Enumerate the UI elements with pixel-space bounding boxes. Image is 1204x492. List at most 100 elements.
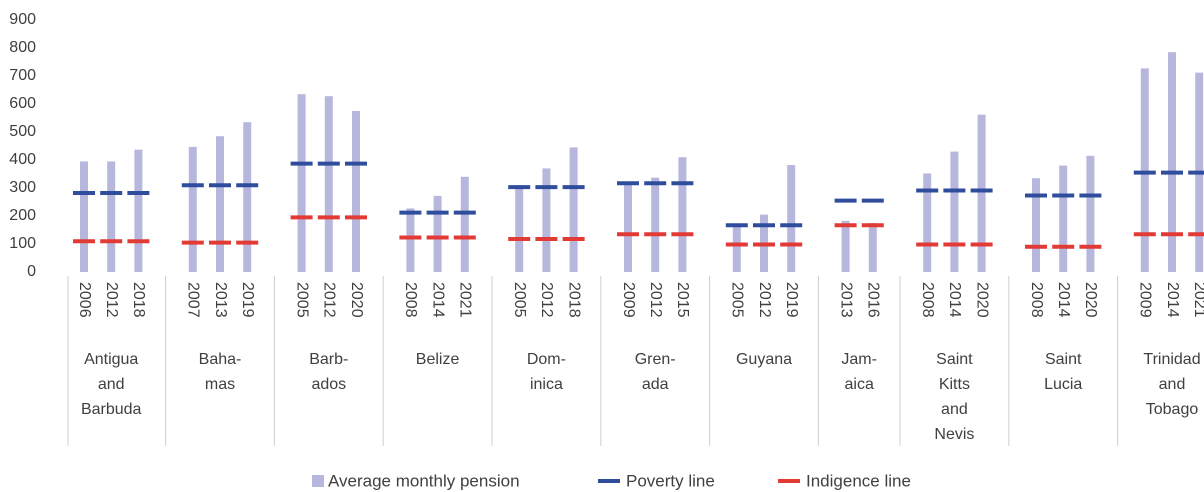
x-tick-label: 2020 [973, 282, 990, 318]
y-tick-label: 100 [9, 235, 36, 252]
group-label: Gren- [635, 351, 676, 368]
group-label: inica [530, 376, 563, 393]
x-tick-label: 2020 [1082, 282, 1099, 318]
group-label: Antigua [84, 351, 138, 368]
bar [1140, 68, 1149, 272]
x-tick-label: 2008 [1028, 282, 1045, 318]
y-tick-label: 700 [9, 67, 36, 84]
group-label: mas [205, 376, 235, 393]
legend-label: Average monthly pension [328, 471, 520, 490]
group-label: Barb- [309, 351, 348, 368]
bar [787, 165, 796, 272]
y-tick-label: 600 [9, 95, 36, 112]
x-tick-label: 2019 [239, 282, 256, 318]
group-label: Baha- [199, 351, 242, 368]
bar [80, 161, 88, 272]
x-tick-label: 2009 [1137, 282, 1154, 318]
bar [1168, 52, 1176, 273]
group-label: Guyana [736, 351, 792, 368]
legend-label: Indigence line [806, 471, 911, 490]
x-tick-label: 2021 [1191, 282, 1204, 318]
bar [107, 161, 116, 272]
bar [406, 208, 415, 272]
bar [460, 176, 469, 272]
bar [950, 151, 959, 272]
x-tick-label: 2008 [919, 282, 936, 318]
x-tick-label: 2014 [946, 282, 963, 318]
group-label: Saint [936, 351, 973, 368]
y-tick-label: 800 [9, 39, 36, 56]
group-label: Dom- [527, 351, 566, 368]
x-tick-label: 2005 [511, 282, 528, 318]
x-tick-label: 2020 [348, 282, 365, 318]
bar [732, 225, 741, 272]
bar [651, 177, 660, 272]
x-tick-label: 2005 [729, 282, 746, 318]
group-label: Barbuda [81, 401, 142, 418]
bar [1086, 155, 1095, 272]
bar [542, 168, 551, 272]
x-tick-label: 2007 [185, 282, 202, 318]
x-tick-label: 2014 [429, 282, 446, 318]
x-tick-label: 2008 [402, 282, 419, 318]
x-tick-label: 2012 [647, 282, 664, 318]
group-label: ados [311, 376, 346, 393]
bar [569, 147, 578, 272]
group-label: Kitts [939, 376, 970, 393]
bar [923, 173, 932, 272]
group-label: aica [845, 376, 874, 393]
bar [243, 122, 252, 272]
x-tick-label: 2014 [1055, 282, 1072, 318]
group-label: and [98, 376, 125, 393]
x-tick-label: 2018 [565, 282, 582, 318]
y-tick-label: 300 [9, 179, 36, 196]
group-label: Trinidad [1143, 351, 1200, 368]
x-tick-label: 2009 [620, 282, 637, 318]
x-tick-label: 2012 [103, 282, 120, 318]
y-tick-label: 500 [9, 123, 36, 140]
bar [515, 188, 524, 272]
x-tick-label: 2021 [457, 282, 474, 318]
x-tick-label: 2012 [756, 282, 773, 318]
group-label: and [941, 401, 968, 418]
x-tick-label: 2012 [538, 282, 555, 318]
bar [1032, 178, 1040, 272]
x-tick-label: 2013 [212, 282, 229, 318]
bar [188, 146, 197, 272]
bar [134, 149, 143, 272]
bar [868, 223, 877, 272]
bar [624, 182, 632, 272]
group-label: Nevis [934, 426, 974, 443]
y-tick-label: 0 [27, 263, 36, 280]
y-tick-label: 200 [9, 207, 36, 224]
x-tick-label: 2012 [321, 282, 338, 318]
x-tick-label: 2019 [783, 282, 800, 318]
bar [977, 114, 986, 272]
y-tick-label: 900 [9, 11, 36, 28]
bar [297, 94, 306, 272]
x-tick-label: 2013 [837, 282, 854, 318]
bar [678, 157, 687, 272]
group-label: Lucia [1044, 376, 1082, 393]
bar [324, 96, 333, 272]
x-tick-label: 2005 [293, 282, 310, 318]
x-tick-label: 2018 [130, 282, 147, 318]
x-tick-label: 2006 [76, 282, 93, 318]
x-tick-label: 2015 [674, 282, 691, 318]
bar [841, 220, 850, 272]
y-tick-label: 400 [9, 151, 36, 168]
legend-label: Poverty line [626, 471, 715, 490]
bar [216, 136, 224, 272]
bar [1059, 165, 1068, 272]
bar [352, 111, 360, 272]
bar [433, 195, 442, 272]
group-label: ada [642, 376, 669, 393]
legend-swatch [312, 475, 324, 487]
group-label: and [1159, 376, 1186, 393]
group-label: Saint [1045, 351, 1082, 368]
group-label: Tobago [1146, 401, 1199, 418]
group-label: Jam- [841, 351, 877, 368]
group-label: Belize [416, 351, 460, 368]
x-tick-label: 2016 [865, 282, 882, 318]
